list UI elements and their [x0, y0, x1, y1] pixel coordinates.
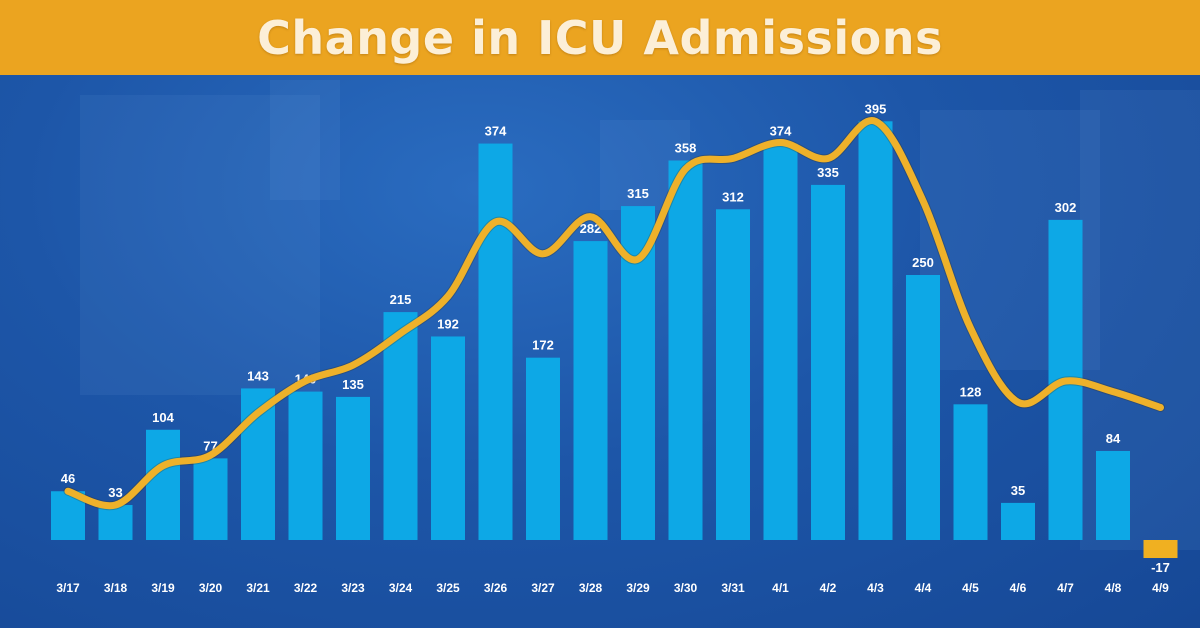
x-tick-label: 4/6 [1010, 581, 1027, 595]
bar-3/31 [716, 209, 750, 540]
bar-3/26 [478, 143, 513, 540]
value-label: 250 [912, 255, 934, 270]
value-label: 135 [342, 377, 364, 392]
value-label: 395 [865, 101, 887, 116]
trend-line-shadow [63, 116, 1165, 511]
bar-3/19 [146, 429, 180, 540]
x-tick-label: 4/2 [820, 581, 837, 595]
value-label: 46 [61, 471, 75, 486]
value-label: 84 [1106, 431, 1121, 446]
x-tick-label: 4/7 [1057, 581, 1074, 595]
x-tick-label: 3/26 [484, 581, 508, 595]
value-label: 215 [390, 292, 412, 307]
bar-4/6 [1001, 502, 1035, 540]
value-label: 358 [675, 141, 697, 156]
x-tick-label: 4/8 [1105, 581, 1122, 595]
value-label: 104 [152, 410, 174, 425]
value-label: 143 [247, 368, 269, 383]
bar-3/27 [526, 357, 560, 540]
x-tick-label: 4/9 [1152, 581, 1169, 595]
bar-3/22 [288, 391, 323, 540]
x-tick-label: 3/21 [246, 581, 270, 595]
value-label: 128 [960, 384, 982, 399]
trend-line [64, 117, 1164, 510]
bar-4/9 [1143, 540, 1178, 559]
value-label: 315 [627, 186, 649, 201]
value-label: 172 [532, 338, 554, 353]
value-label: 35 [1011, 483, 1025, 498]
value-label: -17 [1151, 560, 1170, 575]
bar-4/2 [811, 184, 845, 540]
chart-title: Change in ICU Admissions [257, 10, 943, 65]
title-banner: Change in ICU Admissions [0, 0, 1200, 75]
bar-3/20 [193, 458, 228, 540]
x-tick-label: 3/22 [294, 581, 318, 595]
x-tick-label: 3/17 [56, 581, 80, 595]
x-tick-label: 3/29 [626, 581, 650, 595]
x-tick-label: 3/24 [389, 581, 413, 595]
x-tick-label: 4/4 [915, 581, 932, 595]
background-shape [80, 95, 320, 395]
background-shape [270, 80, 340, 200]
x-tick-label: 3/25 [436, 581, 460, 595]
bar-4/1 [763, 143, 798, 540]
bar-3/25 [431, 336, 465, 540]
bar-3/18 [98, 505, 133, 540]
value-label: 312 [722, 189, 744, 204]
x-tick-label: 3/28 [579, 581, 603, 595]
bar-3/24 [383, 312, 418, 540]
x-tick-label: 3/31 [721, 581, 745, 595]
value-label: 192 [437, 316, 459, 331]
value-label: 374 [770, 124, 792, 139]
bar-3/23 [336, 396, 370, 540]
bar-3/30 [668, 160, 703, 540]
bar-4/3 [858, 121, 893, 541]
bar-4/8 [1096, 450, 1130, 540]
x-tick-label: 3/27 [531, 581, 555, 595]
value-label: 33 [108, 485, 122, 500]
value-label: 302 [1055, 200, 1077, 215]
x-tick-label: 3/18 [104, 581, 128, 595]
x-tick-label: 4/5 [962, 581, 979, 595]
value-label: 335 [817, 165, 839, 180]
x-tick-label: 3/30 [674, 581, 698, 595]
bar-4/5 [953, 404, 988, 540]
x-tick-label: 3/20 [199, 581, 223, 595]
value-label: 282 [580, 221, 602, 236]
value-label: 374 [485, 124, 507, 139]
x-tick-label: 4/3 [867, 581, 884, 595]
bar-3/28 [573, 241, 608, 540]
x-tick-label: 4/1 [772, 581, 789, 595]
x-tick-label: 3/19 [151, 581, 175, 595]
x-tick-label: 3/23 [341, 581, 365, 595]
bar-4/4 [906, 275, 940, 540]
